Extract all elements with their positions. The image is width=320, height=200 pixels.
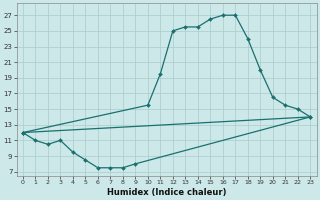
X-axis label: Humidex (Indice chaleur): Humidex (Indice chaleur) xyxy=(107,188,226,197)
